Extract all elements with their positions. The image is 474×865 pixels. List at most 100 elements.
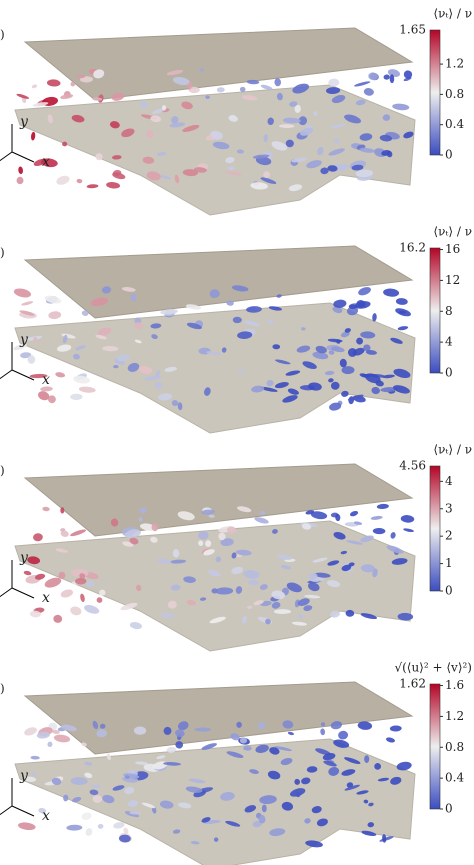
vortex-structure [271, 601, 281, 609]
top-plane [23, 463, 414, 537]
colorbar [429, 465, 441, 592]
vortex-structure [178, 802, 192, 809]
colorbar-tick-label: 12 [445, 273, 460, 287]
colorbar-tick-label: 3 [445, 501, 453, 515]
vortex-structure [301, 777, 311, 785]
axis-label: x [42, 154, 50, 170]
vortex-structure [255, 744, 269, 753]
axis-label: x [42, 590, 50, 606]
vortex-structure [353, 521, 363, 525]
vortex-structure [295, 791, 301, 798]
vortex-structure [235, 586, 243, 594]
vortex-structure [395, 298, 408, 305]
vortex-structure [75, 74, 85, 79]
vortex-structure [204, 387, 211, 396]
vortex-structure [73, 375, 90, 384]
vortex-structure [379, 836, 394, 842]
vortex-structure [280, 564, 292, 570]
vortex-structure [320, 728, 325, 736]
vortex-structure [158, 393, 173, 401]
vortex-structure [272, 344, 281, 350]
vortex-structure [292, 83, 310, 94]
colorbar-tick-label: 0 [445, 802, 453, 816]
vortex-structure [81, 742, 87, 747]
vortex-structure [177, 511, 195, 521]
vortex-structure [203, 549, 215, 556]
vortex-structure [120, 602, 138, 611]
vortex-structure [328, 350, 335, 355]
vortex-structure [127, 362, 140, 372]
vortex-structure [382, 834, 387, 843]
vortex-structure [328, 766, 340, 776]
colorbar-label: ⟨νₜ⟩ / ν [433, 7, 472, 21]
vortex-structure [134, 322, 144, 330]
vortex-structure [225, 820, 241, 827]
vortex-structure [287, 731, 294, 736]
vortex-structure [310, 511, 328, 520]
vortex-structure [70, 81, 76, 87]
vortex-structure [209, 616, 226, 624]
axis-label: y [19, 332, 29, 348]
vortex-structure [215, 587, 234, 595]
vortex-structure [167, 600, 177, 609]
vortex-structure [172, 549, 180, 558]
vortex-structure [354, 81, 371, 87]
vortex-structure [209, 289, 220, 299]
vortex-structure [159, 800, 174, 809]
vortex-structure [60, 507, 65, 514]
vortex-structure [62, 141, 68, 147]
colorbar-tick-label: 0.4 [445, 117, 464, 131]
vortex-structure [218, 532, 226, 541]
vortex-structure [97, 327, 112, 336]
vortex-structure [329, 402, 342, 411]
vortex-structure [86, 184, 99, 189]
vortex-structure [265, 618, 271, 625]
colorbar-tick-label: 0 [445, 584, 453, 598]
vortex-structure [146, 171, 161, 181]
vortex-structure [239, 86, 246, 92]
top-plane [23, 245, 414, 319]
vortex-structure [301, 523, 312, 530]
axis-arrow [11, 151, 35, 163]
vortex-structure [242, 95, 258, 101]
vortex-structure [360, 331, 376, 339]
vortex-structure [356, 790, 369, 795]
vortex-structure [32, 102, 49, 107]
vortex-structure [241, 615, 247, 624]
vortex-structure [96, 597, 103, 603]
vortex-structure [80, 593, 85, 603]
vortex-structure [40, 386, 53, 392]
vortex-structure [182, 169, 198, 177]
vortex-structure [320, 167, 329, 175]
vortex-structure [175, 729, 185, 738]
vortex-structure [37, 391, 50, 401]
vortex-structure [327, 165, 338, 172]
vortex-structure [243, 320, 261, 327]
vortex-structure [156, 755, 166, 760]
vortex-structure [18, 166, 23, 175]
vortex-structure [183, 576, 196, 583]
vortex-structure [247, 605, 253, 609]
vortex-structure [205, 95, 210, 99]
vortex-structure [188, 778, 206, 784]
vortex-structure [61, 724, 77, 732]
vortex-structure [230, 733, 240, 741]
vortex-structure [383, 74, 390, 80]
vortex-structure [282, 395, 298, 403]
vortex-structure [275, 359, 291, 365]
vortex-structure [327, 338, 343, 343]
vortex-structure [154, 381, 163, 389]
vortex-structure [306, 766, 318, 773]
vortex-structure [61, 333, 76, 339]
panel: ) y x ⟨νₜ⟩ / ν 4.56 0 1 2 3 4 [0, 443, 472, 652]
vortex-structure [403, 70, 413, 79]
vortex-structure [261, 804, 267, 813]
vortex-structure [360, 613, 377, 620]
vortex-structure [316, 818, 328, 827]
vortex-structure [243, 745, 252, 751]
vortex-structure [116, 354, 130, 361]
vortex-structure [285, 370, 301, 376]
vortex-structure [237, 331, 253, 339]
vortex-structure [89, 789, 99, 796]
vortex-structure [226, 751, 244, 758]
